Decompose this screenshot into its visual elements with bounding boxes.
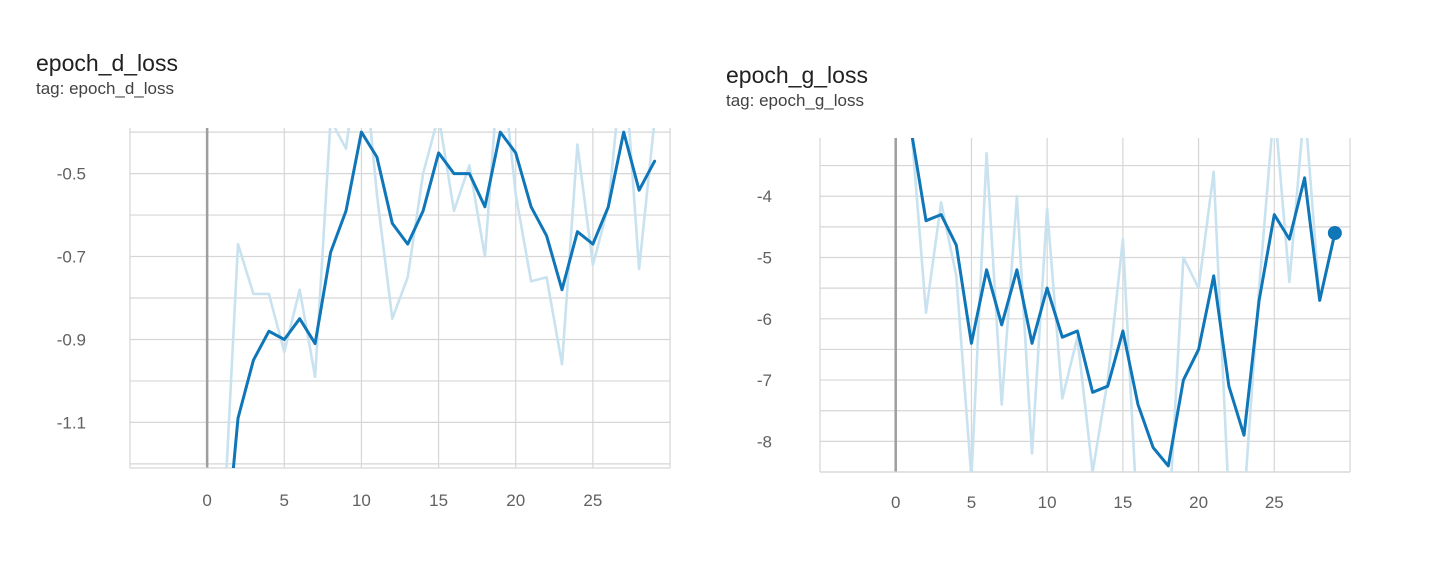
x-tick-label: 20 xyxy=(506,491,525,510)
x-tick-label: 5 xyxy=(280,491,289,510)
line-chart-d-loss: -0.5 -0.7 -0.9 -1.1 0 5 10 15 20 25 xyxy=(57,128,671,510)
chart-subtitle: tag: epoch_d_loss xyxy=(36,79,174,98)
line-chart-g-loss: -4 -5 -6 -7 -8 0 5 10 15 20 25 xyxy=(757,138,1351,512)
x-tick-label: 20 xyxy=(1189,493,1208,512)
x-tick-label: 25 xyxy=(1265,493,1284,512)
y-tick-label: -5 xyxy=(757,249,772,268)
x-tick-label: 0 xyxy=(891,493,900,512)
x-tick-label: 15 xyxy=(429,491,448,510)
series-group xyxy=(225,128,657,468)
raw-series-line xyxy=(225,128,656,468)
chart-subtitle: tag: epoch_g_loss xyxy=(726,91,864,110)
chart-title: epoch_d_loss xyxy=(36,50,178,76)
smoothed-series-line xyxy=(231,130,657,468)
series-group xyxy=(910,138,1337,472)
x-tick-label: 10 xyxy=(352,491,371,510)
chart-card-d-loss: epoch_d_loss tag: epoch_d_loss -0.5 -0.7-… xyxy=(36,48,686,518)
raw-series-line xyxy=(910,138,1337,472)
x-tick-label: 0 xyxy=(202,491,211,510)
x-tick-label: 15 xyxy=(1113,493,1132,512)
y-tick-label: -0.7 xyxy=(57,248,86,267)
smoothed-series-line xyxy=(910,138,1337,468)
y-tick-label: -7 xyxy=(757,371,772,390)
y-tick-label: -6 xyxy=(757,310,772,329)
y-tick-label: -0.9 xyxy=(57,330,86,349)
y-tick-label: -8 xyxy=(757,432,772,451)
highlight-point-marker xyxy=(1327,225,1342,240)
x-tick-label: 5 xyxy=(967,493,976,512)
x-tick-label: 10 xyxy=(1038,493,1057,512)
chart-card-g-loss: epoch_g_loss tag: epoch_g_loss -4 -5 -6 -7-… xyxy=(726,60,1376,530)
y-tick-label: -0.5 xyxy=(57,165,86,184)
y-tick-label: -1.1 xyxy=(57,413,86,432)
x-tick-label: 25 xyxy=(583,491,602,510)
chart-title: epoch_g_loss xyxy=(726,62,868,88)
y-tick-label: -4 xyxy=(757,187,772,206)
